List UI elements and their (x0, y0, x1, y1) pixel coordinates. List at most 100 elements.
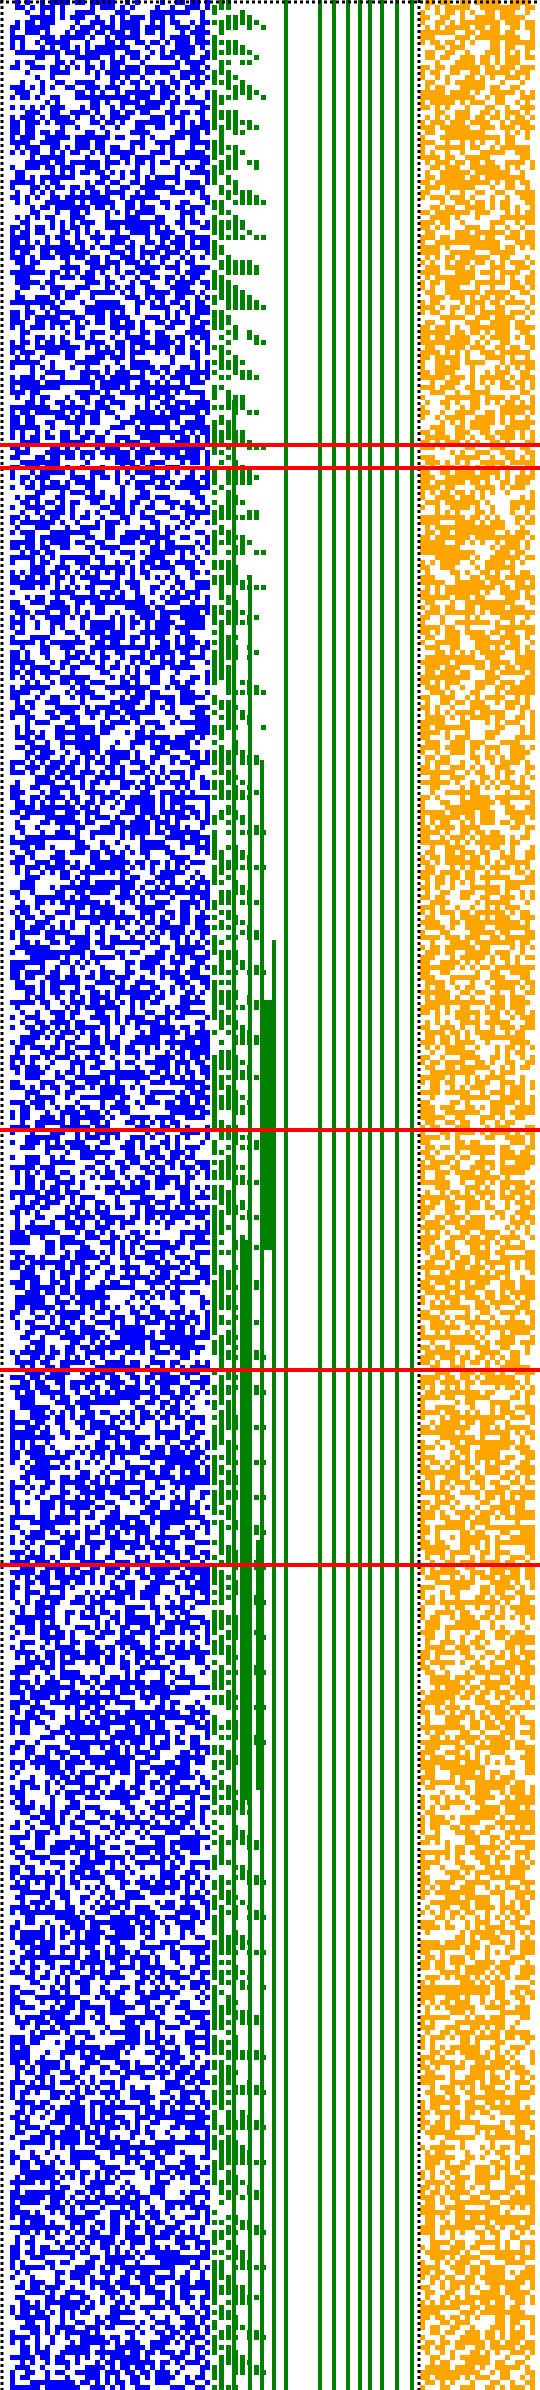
left-cell-run (85, 1945, 95, 1950)
left-cell-run (195, 360, 200, 365)
left-cell-run (115, 1900, 130, 1905)
left-cell-run (200, 1815, 205, 1820)
left-cell-run (160, 2100, 170, 2105)
middle-stair-cell (247, 125, 252, 130)
left-cell-run (135, 1950, 140, 1955)
middle-stair-cell (240, 50, 245, 55)
left-cell-run (135, 1270, 140, 1275)
left-cell-run (90, 1890, 95, 1895)
left-cell-run (150, 2185, 165, 2190)
left-cell-run (30, 435, 40, 440)
left-cell-run (115, 1945, 125, 1950)
left-cell-run (10, 270, 45, 275)
left-cell-run (175, 2075, 185, 2080)
left-cell-run (205, 2040, 210, 2045)
left-cell-run (165, 2225, 180, 2230)
left-cell-run (100, 1720, 130, 1725)
left-cell-run (75, 1555, 85, 1560)
left-cell-run (200, 1715, 205, 1720)
left-cell-run (110, 855, 125, 860)
left-cell-run (45, 1670, 50, 1675)
left-cell-run (65, 1450, 75, 1455)
middle-stair-cell (219, 150, 224, 155)
left-cell-run (10, 1190, 40, 1195)
left-cell-run (185, 1375, 190, 1380)
left-cell-run (145, 705, 155, 710)
left-cell-run (165, 710, 175, 715)
left-cell-run (20, 2160, 30, 2165)
left-cell-run (75, 2245, 80, 2250)
left-cell-run (120, 255, 135, 260)
left-cell-run (130, 365, 155, 370)
left-cell-run (180, 690, 195, 695)
left-cell-run (40, 2180, 45, 2185)
left-cell-run (10, 25, 20, 30)
left-cell-run (10, 655, 20, 660)
left-cell-run (15, 1965, 20, 1970)
left-cell-run (145, 315, 160, 320)
left-cell-run (145, 1915, 160, 1920)
left-cell-run (105, 1135, 110, 1140)
left-cell-run (95, 435, 105, 440)
left-cell-run (95, 405, 110, 410)
left-cell-run (120, 1000, 125, 1005)
left-cell-run (75, 270, 80, 275)
left-cell-run (160, 930, 165, 935)
left-cell-run (195, 580, 210, 585)
left-cell-run (95, 1205, 100, 1210)
left-cell-run (115, 1965, 135, 1970)
left-cell-run (160, 2335, 175, 2340)
left-cell-run (105, 710, 120, 715)
left-cell-run (70, 1635, 75, 1640)
left-cell-run (110, 640, 120, 645)
left-cell-run (130, 2350, 140, 2355)
left-cell-run (155, 1350, 170, 1355)
left-cell-run (50, 220, 55, 225)
left-cell-run (30, 1465, 60, 1470)
left-cell-run (125, 1840, 135, 1845)
left-cell-run (180, 160, 185, 165)
left-cell-run (155, 1555, 165, 1560)
left-cell-run (75, 1530, 80, 1535)
left-cell-run (70, 1115, 105, 1120)
left-cell-run (75, 860, 80, 865)
left-cell-run (60, 1335, 85, 1340)
left-cell-run (200, 1560, 205, 1565)
left-cell-run (35, 315, 60, 320)
left-cell-run (35, 900, 45, 905)
left-cell-run (90, 2075, 95, 2080)
left-cell-run (85, 60, 90, 65)
left-cell-run (30, 570, 45, 575)
middle-stair-cell (212, 95, 217, 100)
left-cell-run (135, 920, 140, 925)
left-cell-run (75, 1460, 80, 1465)
left-cell-run (135, 395, 140, 400)
left-cell-run (150, 1735, 155, 1740)
left-cell-run (15, 1295, 45, 1300)
left-cell-run (205, 850, 210, 855)
left-cell-run (180, 615, 205, 620)
left-cell-run (190, 135, 200, 140)
left-cell-run (205, 1470, 210, 1475)
left-cell-run (10, 1745, 20, 1750)
left-cell-run (110, 2155, 115, 2160)
left-cell-run (35, 905, 40, 910)
left-cell-run (160, 35, 165, 40)
left-cell-run (25, 1755, 30, 1760)
left-cell-run (50, 145, 60, 150)
left-cell-run (30, 2245, 35, 2250)
left-cell-run (135, 1535, 140, 1540)
left-cell-run (190, 1980, 210, 1985)
left-cell-run (195, 2240, 210, 2245)
middle-stair-cell (226, 125, 231, 130)
left-cell-run (120, 2285, 140, 2290)
left-cell-run (140, 1995, 160, 2000)
left-cell-run (145, 1240, 170, 1245)
left-cell-run (75, 20, 80, 25)
left-cell-run (90, 920, 100, 925)
left-cell-run (120, 1475, 125, 1480)
left-cell-run (20, 1465, 25, 1470)
left-cell-run (145, 2375, 150, 2380)
left-cell-run (135, 730, 145, 735)
left-cell-run (200, 2170, 210, 2175)
